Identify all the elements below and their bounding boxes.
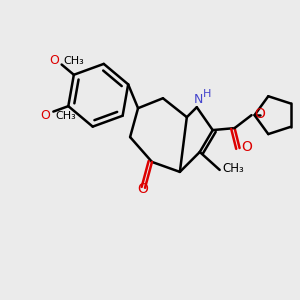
Text: N: N	[194, 93, 203, 106]
Text: CH₃: CH₃	[55, 111, 76, 121]
Text: O: O	[138, 182, 148, 196]
Text: O: O	[40, 109, 50, 122]
Text: CH₃: CH₃	[223, 162, 244, 175]
Text: O: O	[254, 107, 266, 121]
Text: O: O	[242, 140, 252, 154]
Text: O: O	[49, 54, 59, 67]
Text: H: H	[202, 89, 211, 99]
Text: CH₃: CH₃	[64, 56, 84, 66]
